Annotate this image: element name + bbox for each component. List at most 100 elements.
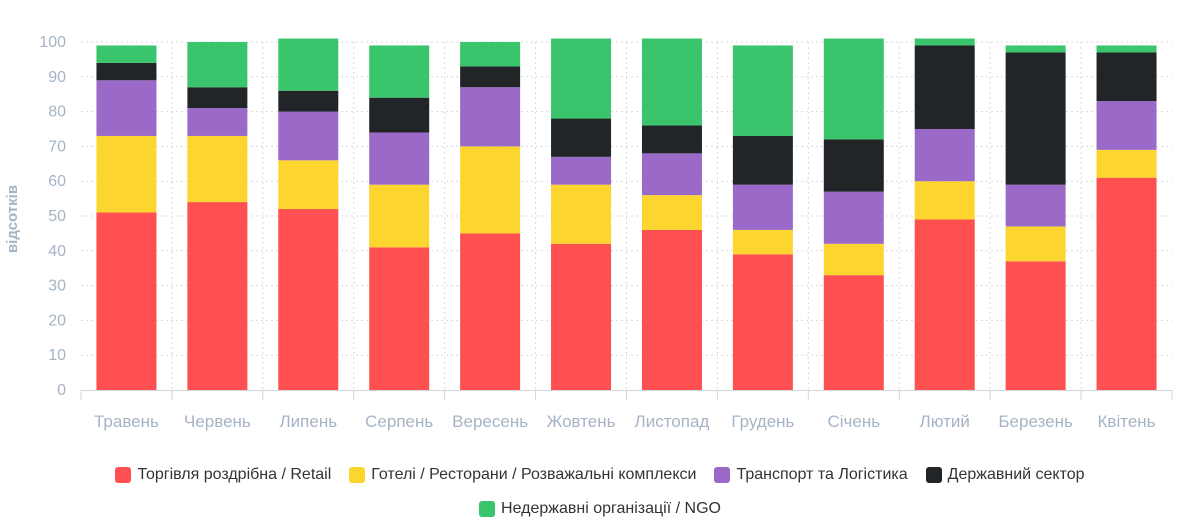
bar-segment (732, 135, 793, 185)
bar-segment (1096, 101, 1157, 150)
y-tick-label: 20 (48, 312, 66, 329)
bar-segment (641, 38, 702, 126)
legend-label: Готелі / Ресторани / Розважальні комплек… (371, 466, 697, 483)
legend-swatch (714, 467, 731, 483)
grid-layer (81, 41, 1172, 390)
bar-segment (278, 160, 339, 210)
bar-segment (1005, 184, 1066, 227)
bar-segment (823, 275, 884, 390)
bar-segment (460, 233, 521, 390)
bar-segment (187, 135, 248, 203)
bar-segment (551, 118, 612, 157)
bar-segment (96, 135, 157, 213)
bar-segment (914, 129, 975, 182)
x-tick-label: Квітень (1098, 412, 1156, 431)
x-tick-label: Серпень (365, 412, 433, 431)
legend-label: Торгівля роздрібна / Retail (137, 466, 332, 483)
y-tick-label: 60 (48, 173, 66, 190)
bar-segment (823, 243, 884, 276)
axis-layer: 0 10 20 30 40 50 60 70 80 90 100 Травень Червень Липе… (39, 34, 1173, 431)
bar-segment (732, 254, 793, 390)
bar-segment (914, 181, 975, 220)
bar-segment (823, 139, 884, 192)
legend-item[interactable]: Готелі / Ресторани / Розважальні комплек… (349, 466, 696, 484)
legend-swatch (479, 501, 496, 517)
bar-segment (823, 191, 884, 244)
legend-item[interactable]: Недержавні організації / NGO (479, 500, 721, 518)
bar-segment (732, 45, 793, 136)
legend-label: Транспорт та Логістика (736, 466, 908, 483)
bar-segment (369, 132, 430, 185)
legend-item[interactable]: Державний сектор (925, 466, 1085, 484)
x-tick-label: Травень (94, 412, 159, 431)
bar-segment (369, 45, 430, 98)
bar-segment (551, 156, 612, 185)
y-tick-label: 10 (48, 347, 66, 364)
bar-segment (641, 229, 702, 390)
y-tick-label: 50 (48, 208, 66, 225)
bar-segment (551, 184, 612, 244)
bar-segment (551, 243, 612, 390)
chart-legend: Торгівля роздрібна / Retail Готелі / Рест… (0, 466, 1200, 518)
bar-segment (96, 212, 157, 390)
x-tick-label: Липень (280, 412, 338, 431)
bar-segment (914, 38, 975, 46)
bar-segment (96, 62, 157, 81)
x-tick-label: Січень (827, 412, 880, 431)
bar-segment (1096, 52, 1157, 102)
legend-swatch (925, 467, 942, 483)
bar-segment (1005, 261, 1066, 390)
x-tick-label: Вересень (452, 412, 528, 431)
bar-segment (1005, 45, 1066, 53)
bar-segment (641, 195, 702, 230)
bar-segment (914, 219, 975, 390)
bar-segment (1096, 149, 1157, 178)
legend-item[interactable]: Транспорт та Логістика (714, 466, 908, 484)
bars-layer (96, 38, 1157, 390)
bar-segment (96, 45, 157, 63)
bar-segment (278, 209, 339, 390)
stacked-bar-chart: 0 10 20 30 40 50 60 70 80 90 100 Травень Червень Липе… (4, 34, 1173, 431)
bar-segment (460, 42, 521, 67)
bar-segment (369, 184, 430, 248)
y-tick-label: 40 (48, 243, 66, 260)
bar-segment (187, 87, 248, 109)
bar-segment (641, 153, 702, 196)
bar-segment (823, 38, 884, 140)
y-tick-label: 90 (48, 69, 66, 86)
bar-segment (460, 66, 521, 88)
legend-label: Недержавні організації / NGO (501, 500, 721, 517)
y-tick-label: 100 (39, 34, 66, 51)
bar-segment (1096, 45, 1157, 53)
bar-segment (460, 87, 521, 147)
bar-segment (187, 42, 248, 88)
bar-segment (369, 247, 430, 390)
bar-segment (278, 111, 339, 161)
legend-swatch (115, 467, 132, 483)
bar-segment (187, 202, 248, 390)
x-tick-label: Червень (184, 412, 251, 431)
bar-segment (460, 146, 521, 234)
bar-segment (187, 108, 248, 136)
x-tick-label: Лютий (920, 412, 970, 431)
bar-segment (1096, 177, 1157, 390)
bar-segment (732, 184, 793, 230)
legend-swatch (349, 467, 366, 483)
legend-label: Державний сектор (947, 466, 1085, 483)
y-tick-label: 30 (48, 278, 66, 295)
legend-item[interactable]: Торгівля роздрібна / Retail (115, 466, 331, 484)
y-tick-label: 70 (48, 138, 66, 155)
bar-segment (732, 229, 793, 255)
x-tick-label: Жовтень (547, 412, 616, 431)
bar-segment (96, 80, 157, 136)
bar-segment (278, 90, 339, 112)
bar-segment (369, 97, 430, 133)
bar-segment (278, 38, 339, 91)
y-axis-title: відсотків (4, 185, 21, 253)
y-tick-label: 80 (48, 104, 66, 121)
bar-segment (914, 45, 975, 130)
bar-segment (1005, 52, 1066, 185)
y-tick-label: 0 (57, 382, 66, 399)
x-tick-label: Листопад (635, 412, 710, 431)
